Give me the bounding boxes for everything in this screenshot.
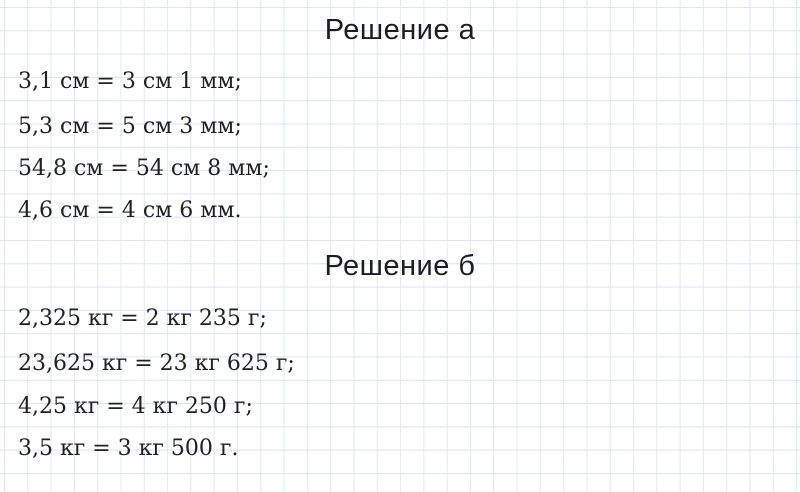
solution-line: 3,5 кг = 3 кг 500 г. bbox=[18, 436, 239, 461]
solution-line: 3,1 см = 3 см 1 мм; bbox=[18, 69, 242, 94]
section-title-a: Решение а bbox=[324, 14, 476, 46]
solution-line: 54,8 см = 54 см 8 мм; bbox=[18, 156, 270, 181]
solution-line: 4,6 см = 4 см 6 мм. bbox=[18, 198, 242, 223]
solution-line: 2,325 кг = 2 кг 235 г; bbox=[18, 306, 267, 331]
section-title-b: Решение б bbox=[324, 250, 476, 282]
solution-line: 23,625 кг = 23 кг 625 г; bbox=[18, 351, 295, 376]
solution-line: 4,25 кг = 4 кг 250 г; bbox=[18, 394, 253, 419]
solution-line: 5,3 см = 5 см 3 мм; bbox=[18, 114, 242, 139]
